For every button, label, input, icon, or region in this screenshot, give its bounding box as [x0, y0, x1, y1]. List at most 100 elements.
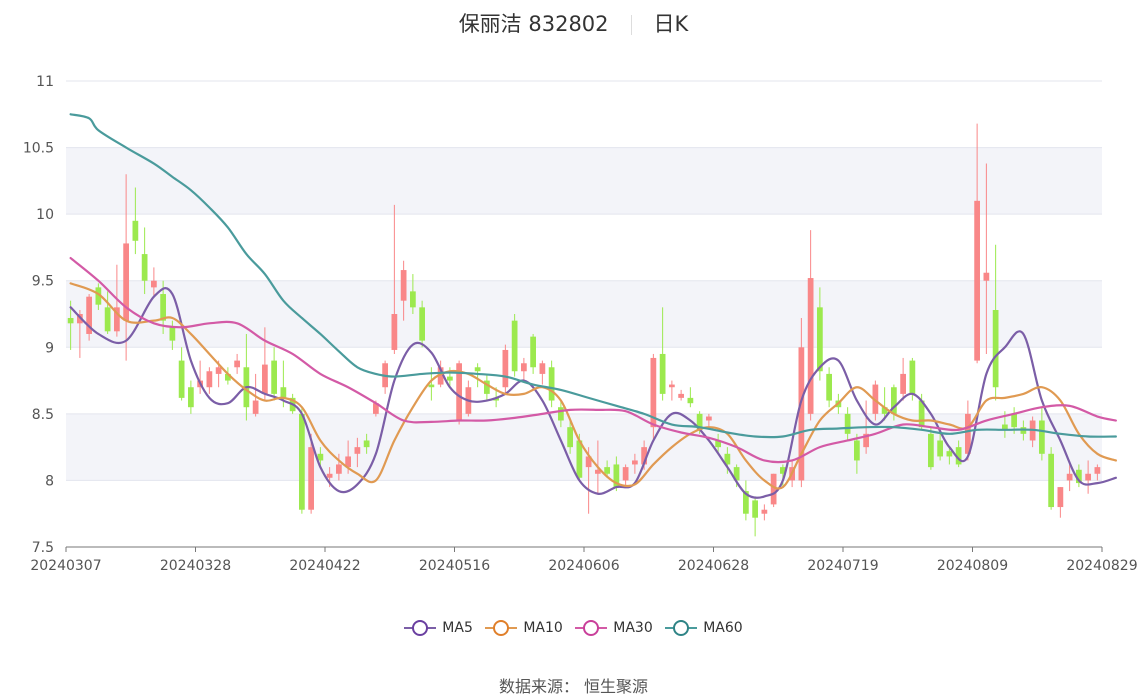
candle-body — [548, 367, 555, 401]
grid-band — [66, 280, 1102, 348]
y-tick-label: 9 — [45, 340, 54, 356]
candle-body — [678, 393, 684, 398]
candle-body — [539, 363, 546, 374]
legend-item-ma5[interactable]: MA5 — [404, 620, 473, 636]
candle-body — [974, 200, 980, 361]
x-tick-label: 20240422 — [289, 558, 360, 574]
legend-item-ma30[interactable]: MA30 — [575, 620, 653, 636]
line-ma5 — [69, 287, 1117, 499]
candle-body — [1048, 453, 1054, 508]
candle-body — [336, 464, 342, 474]
candle-body — [215, 367, 222, 374]
candle-body — [743, 491, 749, 514]
candle-body — [595, 469, 601, 474]
candle-body — [761, 509, 768, 514]
candle-body — [169, 327, 176, 341]
period-label: 日K — [653, 12, 689, 36]
candle-body — [225, 373, 231, 381]
legend-label-ma10: MA10 — [523, 620, 563, 636]
candle-body — [881, 407, 888, 414]
x-tick-label: 20240606 — [548, 558, 619, 574]
candle-body — [567, 427, 573, 448]
candle-body — [206, 371, 213, 388]
candle-body — [132, 220, 139, 241]
candle-body — [502, 349, 509, 388]
candle-body — [474, 367, 481, 372]
candle-body — [770, 473, 777, 505]
ma60-legend-marker — [665, 620, 698, 636]
candle-body — [104, 307, 111, 332]
candle-body — [178, 360, 185, 398]
x-tick-label: 20240307 — [30, 558, 101, 574]
candle-body — [798, 347, 805, 481]
candle-body — [95, 287, 102, 305]
candle-body — [1011, 413, 1017, 428]
candle-body — [613, 464, 620, 488]
legend-label-ma60: MA60 — [703, 620, 743, 636]
candle-body — [780, 467, 786, 474]
candle-body — [299, 413, 305, 510]
x-tick-label: 20240628 — [678, 558, 749, 574]
candle-body — [67, 317, 74, 324]
candle-body — [419, 307, 425, 341]
candle-body — [928, 433, 934, 468]
candle-body — [733, 467, 740, 481]
candle-body — [308, 447, 314, 510]
data-source: 数据来源： 恒生聚源 — [498, 677, 649, 696]
candle-body — [1076, 469, 1082, 484]
candle-body — [262, 364, 268, 394]
candle-body — [918, 400, 925, 428]
candle-body — [1094, 467, 1101, 474]
candle-body — [410, 291, 416, 308]
candle-body — [817, 307, 823, 372]
candle-body — [234, 360, 240, 368]
ma5-legend-marker — [404, 620, 437, 636]
grid-band — [66, 147, 1102, 215]
candle-body — [447, 376, 453, 381]
candle-body — [354, 447, 361, 454]
candle-body — [909, 360, 916, 394]
y-tick-label: 7.5 — [32, 540, 54, 556]
x-tick-label: 20240328 — [160, 558, 231, 574]
candle-body — [585, 456, 592, 468]
candle-body — [696, 413, 703, 430]
candle-body — [511, 320, 518, 372]
candle-body — [1057, 487, 1064, 508]
y-tick-label: 8.5 — [32, 407, 54, 423]
legend-item-ma10[interactable]: MA10 — [485, 620, 563, 636]
candle-body — [1002, 424, 1008, 430]
candle-body — [271, 360, 277, 394]
legend-item-ma60[interactable]: MA60 — [665, 620, 743, 636]
x-tick-label: 20240719 — [807, 558, 878, 574]
candle-body — [1085, 473, 1091, 481]
candle-body — [86, 296, 92, 334]
candle-body — [456, 363, 462, 421]
candle-body — [706, 416, 712, 421]
candle-body — [844, 413, 851, 434]
candle-body — [946, 451, 953, 457]
candle-body — [659, 353, 666, 394]
candle-body — [937, 440, 943, 457]
candle-body — [280, 387, 287, 398]
candle-body — [326, 473, 333, 478]
candle-body — [530, 336, 536, 368]
candle-body — [965, 413, 971, 454]
candle-body — [650, 357, 657, 428]
candle-body — [114, 307, 120, 332]
ma30-legend-marker — [575, 620, 608, 636]
candle-body — [576, 440, 583, 478]
candle-body — [484, 380, 490, 394]
candle-body — [252, 400, 259, 414]
line-ma30 — [69, 256, 1117, 464]
candle-body — [752, 500, 758, 518]
chart-title: 保丽洁 832802 日K — [0, 8, 1147, 38]
y-tick-label: 10 — [36, 207, 54, 223]
candle-body — [391, 314, 398, 350]
line-ma60 — [69, 113, 1117, 439]
candle-body — [955, 447, 962, 465]
candle-body — [141, 254, 148, 281]
y-tick-label: 10.5 — [23, 141, 54, 157]
stock-name: 保丽洁 832802 — [458, 12, 609, 36]
candle-body — [715, 440, 721, 448]
candle-body — [669, 384, 675, 388]
